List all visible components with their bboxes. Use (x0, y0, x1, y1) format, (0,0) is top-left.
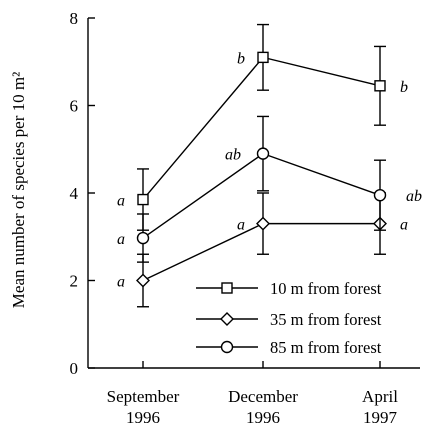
y-tick-label: 8 (70, 9, 79, 28)
legend-label: 85 m from forest (270, 338, 382, 357)
legend-label: 35 m from forest (270, 310, 382, 329)
data-point (374, 80, 386, 92)
y-tick-label: 0 (70, 359, 79, 378)
significance-label: a (237, 217, 245, 234)
significance-label: ab (225, 147, 241, 164)
y-tick-label: 2 (70, 272, 79, 291)
data-point (137, 193, 149, 206)
x-tick-labels: September 1996 December 1996 April 1997 (107, 387, 399, 427)
y-tick-label: 6 (70, 97, 79, 116)
y-tick-labels: 0 2 4 6 8 (70, 9, 79, 378)
legend-item: 85 m from forest (196, 338, 382, 357)
x-tick-label: December 1996 (228, 387, 298, 427)
data-point (136, 273, 150, 288)
legend-item: 10 m from forest (196, 279, 382, 298)
data-point (256, 147, 270, 160)
series-line (142, 222, 380, 282)
legend-marker (220, 312, 234, 326)
significance-label: a (400, 217, 408, 234)
significance-label: b (400, 79, 408, 96)
series-square: abb (117, 23, 408, 231)
data-point (373, 188, 387, 202)
significance-label: a (117, 231, 125, 248)
y-tick-label: 4 (70, 184, 79, 203)
x-tick-label: September 1996 (107, 387, 180, 427)
significance-label: b (237, 50, 245, 67)
data-point (136, 231, 150, 245)
significance-label: a (117, 193, 125, 210)
legend-marker (221, 282, 233, 294)
x-tick-label: April 1997 (362, 387, 398, 427)
data-point (257, 51, 269, 64)
series-circle: a ab ab (117, 115, 422, 263)
legend-marker (220, 340, 234, 354)
legend-item: 35 m from forest (196, 310, 382, 329)
legend-label: 10 m from forest (270, 279, 382, 298)
significance-label: ab (406, 188, 422, 205)
series-diamond: a a a (117, 192, 408, 308)
series-line (142, 56, 381, 201)
legend: 10 m from forest 35 m from forest 85 m fro… (196, 279, 382, 357)
axes (87, 17, 420, 369)
y-axis-label: Mean number of species per 10 m² (9, 72, 28, 308)
data-point (256, 216, 270, 231)
significance-label: a (117, 274, 125, 291)
